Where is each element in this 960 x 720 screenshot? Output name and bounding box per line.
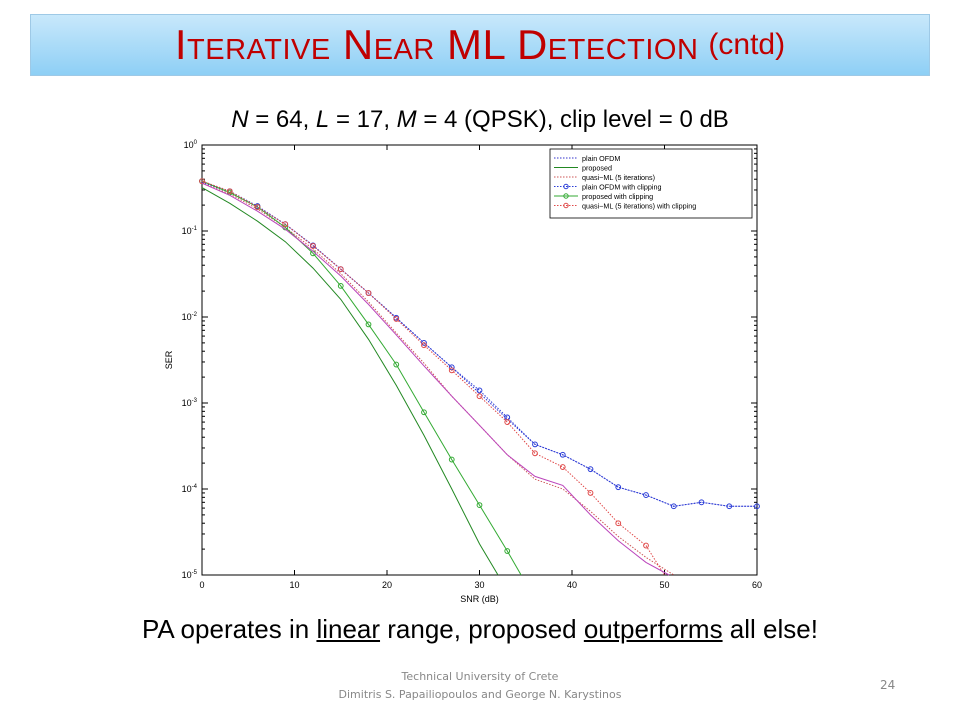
series-marker-3 [670, 503, 677, 510]
series-marker-4 [504, 548, 511, 554]
x-tick-label: 60 [752, 580, 762, 590]
x-tick-label: 30 [474, 580, 484, 590]
series-marker-3 [754, 503, 760, 510]
series-marker-3 [615, 484, 622, 491]
page-number: 24 [880, 678, 896, 692]
legend-label: proposed with clipping [582, 192, 653, 201]
series-marker-3 [421, 339, 427, 346]
caption-outperforms: outperforms [583, 614, 723, 644]
param-n-value: = 64, [248, 106, 316, 133]
legend-label: plain OFDM with clipping [582, 183, 662, 192]
title-bar: Iterative Near ML Detection (cntd) [30, 14, 930, 76]
series-marker-5 [365, 290, 372, 296]
series-marker-3 [476, 387, 483, 394]
ser-chart: 0 10 20 30 40 50 60 100 10-1 10-2 10-3 10-4 10-5 SNR … [164, 140, 762, 604]
param-n: N [231, 106, 249, 133]
series-marker-5 [254, 204, 261, 210]
param-m-value: = 4 (QPSK), clip level = 0 dB [416, 106, 729, 133]
series-marker-3 [726, 503, 733, 510]
x-axis-label: SNR (dB) [460, 594, 499, 604]
series-marker-5 [448, 367, 455, 374]
series-marker-4 [476, 502, 483, 508]
series-marker-5 [587, 490, 594, 496]
legend-label: quasi−ML (5 iterations) with clipping [582, 202, 696, 211]
legend-marker [563, 183, 569, 190]
x-tick-label: 20 [382, 580, 392, 590]
series-marker-3 [587, 466, 594, 473]
series-marker-5 [532, 450, 538, 457]
series-marker-3 [532, 441, 538, 448]
series-marker-5 [282, 221, 289, 228]
slide-title-sub: (cntd) [708, 28, 786, 61]
series-line-6 [201, 182, 670, 576]
series-marker-4 [337, 282, 344, 289]
param-m: M [396, 106, 417, 133]
series-marker-5 [615, 520, 622, 527]
series-marker-5 [337, 266, 344, 273]
caption: PA operates in linear range, proposed ou… [0, 614, 960, 645]
series-marker-5 [476, 393, 483, 400]
x-tick-label: 0 [199, 580, 204, 590]
y-tick-label: 10-4 [182, 484, 198, 494]
y-axis-label: SER [164, 350, 174, 369]
series-marker-4 [448, 456, 455, 463]
series-marker-3 [643, 492, 649, 498]
series-marker-4 [365, 321, 372, 328]
chart-title: N = 64, L = 17, M = 4 (QPSK), clip level… [0, 106, 960, 134]
legend-label: plain OFDM [582, 154, 620, 163]
caption-part-1: PA operates in [142, 614, 317, 644]
legend-label: proposed [582, 164, 612, 173]
series-line-1 [201, 187, 499, 576]
footer-authors: Dimitris S. Papailiopoulos and George N.… [338, 688, 622, 701]
legend-marker [563, 202, 569, 209]
series-marker-5 [559, 464, 566, 470]
legend-box [549, 148, 753, 219]
footer-institution: Technical University of Crete [401, 670, 559, 683]
x-tick-label: 40 [567, 580, 577, 590]
series-marker-5 [393, 316, 400, 322]
series-line-5 [201, 180, 665, 576]
series-marker-5 [421, 342, 427, 349]
y-tick-label: 10-2 [182, 312, 198, 322]
legend-marker [563, 193, 569, 199]
series-marker-4 [393, 361, 400, 368]
y-tick-label: 100 [184, 140, 198, 150]
series-marker-5 [504, 419, 511, 425]
series-marker-4 [421, 409, 427, 416]
caption-part-2: range, proposed [380, 614, 584, 644]
slide-title: Iterative Near ML Detection [174, 21, 699, 68]
x-tick-label: 50 [659, 580, 669, 590]
y-tick-label: 10-5 [182, 570, 198, 580]
param-l: L [315, 106, 330, 133]
series-marker-5 [310, 243, 316, 249]
legend-label: quasi−ML (5 iterations) [582, 173, 655, 182]
series-marker-3 [698, 499, 705, 506]
caption-part-3: all else! [722, 614, 818, 644]
series-marker-5 [226, 188, 233, 195]
param-l-value: = 17, [329, 106, 397, 133]
y-tick-label: 10-3 [182, 398, 198, 408]
caption-linear: linear [316, 614, 381, 644]
x-tick-label: 10 [289, 580, 299, 590]
series-marker-3 [559, 451, 566, 458]
footer: Technical University of Crete Dimitris S… [0, 668, 960, 704]
series-marker-5 [643, 542, 649, 549]
y-tick-label: 10-1 [182, 226, 198, 236]
